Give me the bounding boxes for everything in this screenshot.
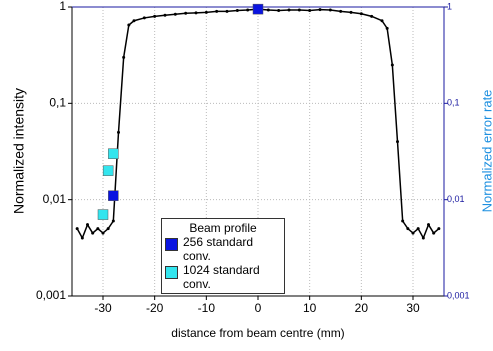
point <box>108 190 119 201</box>
x-axis-label: distance from beam centre (mm) <box>171 326 344 340</box>
legend-entry: 1024 standard conv. <box>165 263 281 291</box>
y-tick-label: 0,1 <box>49 96 66 110</box>
profile-point <box>96 227 100 231</box>
profile-point <box>246 8 250 12</box>
profile-point <box>132 19 136 23</box>
profile-point <box>421 236 425 240</box>
profile-point <box>266 8 270 12</box>
profile-point <box>86 223 89 227</box>
profile-point <box>194 11 198 15</box>
profile-point <box>411 231 415 235</box>
profile-point <box>184 11 188 15</box>
point <box>97 209 109 220</box>
profile-point <box>401 219 405 223</box>
profile-point <box>111 219 115 223</box>
profile-point <box>287 8 291 12</box>
legend-swatch <box>165 238 178 251</box>
legend-title: Beam profile <box>189 221 257 235</box>
profile-point <box>385 26 389 30</box>
profile-point <box>127 23 131 27</box>
profile-point <box>80 236 84 240</box>
profile-point <box>215 9 219 13</box>
y2-tick-label: 0,1 <box>447 98 460 108</box>
x-tick-label: -10 <box>198 301 216 315</box>
profile-point <box>142 16 146 20</box>
y-tick-label: 0,001 <box>36 288 66 302</box>
y2-tick-label: 0,01 <box>447 194 465 204</box>
y2-axis-label: Normalized error rate <box>479 90 493 213</box>
profile-point <box>406 227 410 231</box>
legend-label: 1024 standard conv. <box>183 263 260 291</box>
profile-point <box>396 140 399 144</box>
profile-point <box>437 227 441 231</box>
y2-tick-label: 0,001 <box>447 290 470 300</box>
profile-point <box>204 10 208 14</box>
profile-point <box>328 8 332 12</box>
profile-point <box>370 14 374 18</box>
profile-point <box>432 231 436 235</box>
profile-point <box>163 13 167 17</box>
point <box>102 165 114 176</box>
legend-swatch <box>165 266 178 279</box>
y-axis-label: Normalized intensity <box>11 88 27 214</box>
profile-point <box>349 10 353 14</box>
x-tick-label: 10 <box>303 301 317 315</box>
profile-point <box>225 9 229 13</box>
profile-point <box>339 9 343 13</box>
x-tick-label: -30 <box>94 301 112 315</box>
profile-point <box>106 227 110 231</box>
profile-point <box>359 12 363 16</box>
profile-point <box>122 55 126 59</box>
profile-point <box>75 227 79 231</box>
profile-point <box>173 12 177 16</box>
profile-point <box>297 8 301 12</box>
legend-label: 256 standard conv. <box>183 235 254 263</box>
point <box>108 148 119 159</box>
profile-point <box>390 63 394 67</box>
profile-point <box>318 8 322 12</box>
profile-point <box>153 14 157 18</box>
profile-point <box>380 19 384 23</box>
profile-point <box>427 223 430 227</box>
y-tick-label: 1 <box>59 0 66 13</box>
point <box>252 3 264 15</box>
profile-point <box>308 8 312 12</box>
legend: Beam profile 256 standard conv. 1024 stan… <box>161 218 285 294</box>
y-tick-label: 0,01 <box>43 192 67 206</box>
x-tick-label: 20 <box>355 301 369 315</box>
profile-point <box>117 130 120 134</box>
profile-point <box>101 231 105 235</box>
x-tick-label: 0 <box>255 301 262 315</box>
y2-tick-label: 1 <box>447 1 452 11</box>
x-tick-label: -20 <box>146 301 164 315</box>
profile-point <box>91 231 95 235</box>
profile-point <box>277 8 281 12</box>
profile-point <box>416 227 420 231</box>
x-tick-label: 30 <box>406 301 420 315</box>
profile-point <box>235 8 239 12</box>
legend-entry: 256 standard conv. <box>165 235 281 263</box>
